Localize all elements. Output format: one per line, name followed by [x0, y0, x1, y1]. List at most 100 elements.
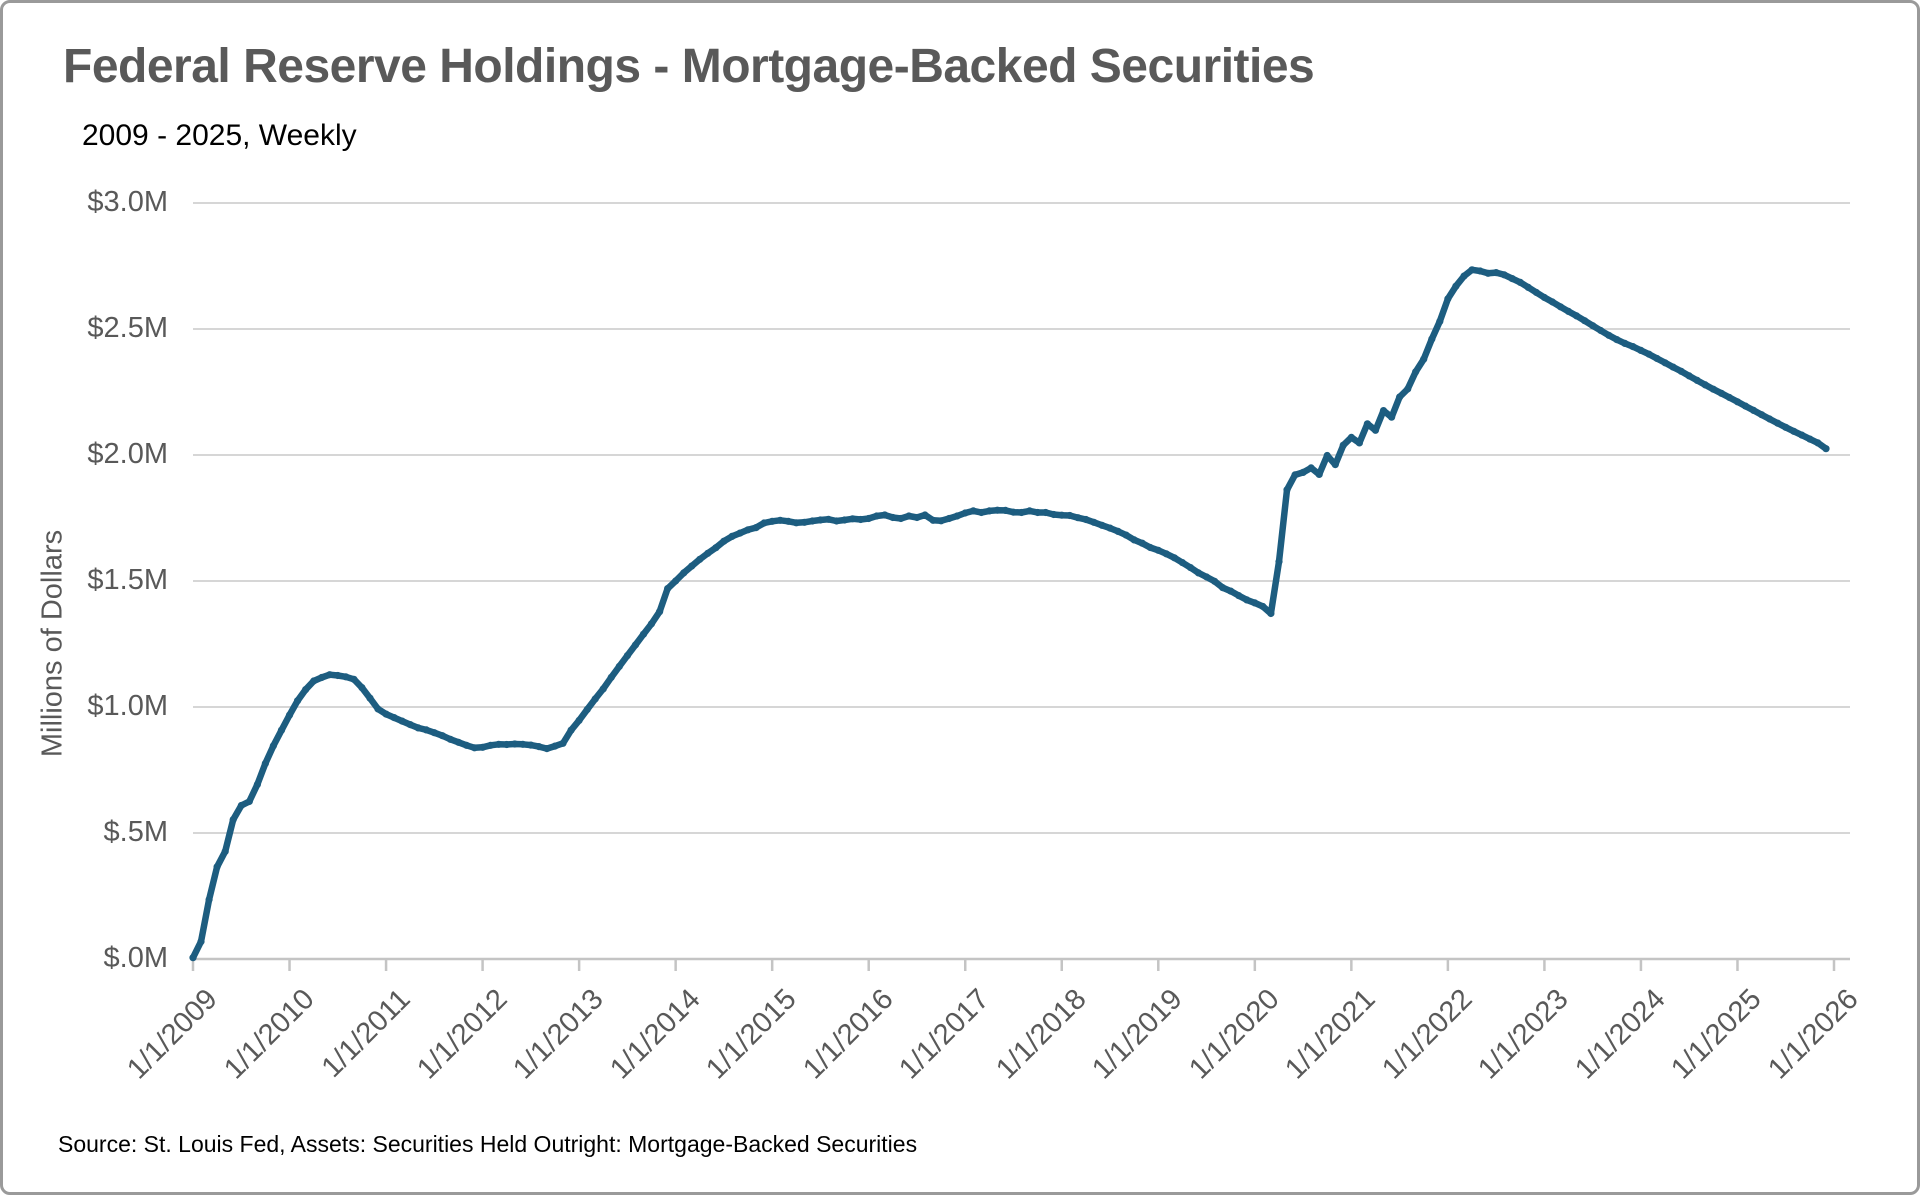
data-point-marker — [688, 562, 696, 570]
data-point-marker — [1034, 508, 1042, 517]
data-point-marker — [1508, 275, 1516, 283]
data-point-marker — [1693, 376, 1701, 384]
y-tick-label: $1.0M — [87, 690, 168, 722]
mbs-line-chart — [189, 202, 1850, 971]
data-point-marker — [462, 741, 471, 749]
data-point-marker — [1396, 393, 1404, 401]
data-point-marker — [1074, 514, 1082, 522]
data-point-marker — [527, 741, 535, 749]
data-point-marker — [929, 516, 937, 524]
data-point-marker — [583, 705, 591, 714]
data-point-marker — [647, 620, 656, 628]
data-point-marker — [1428, 335, 1436, 343]
data-point-marker — [253, 780, 261, 789]
data-point-marker — [1629, 343, 1637, 351]
data-point-marker — [1251, 599, 1259, 607]
data-point-marker — [1042, 508, 1050, 517]
data-point-marker — [430, 729, 438, 737]
data-point-marker — [1227, 587, 1235, 595]
data-point-marker — [1291, 471, 1299, 479]
data-point-marker — [503, 740, 511, 749]
data-point-marker — [1573, 312, 1581, 320]
data-point-marker — [237, 801, 245, 810]
data-point-marker — [1098, 521, 1106, 529]
data-point-marker — [1267, 609, 1275, 618]
data-point-marker — [1203, 573, 1211, 581]
data-point-marker — [495, 740, 503, 748]
data-point-marker — [615, 662, 623, 671]
data-point-marker — [1050, 510, 1058, 519]
data-point-marker — [197, 938, 205, 946]
data-point-marker — [519, 740, 527, 748]
data-point-marker — [744, 526, 752, 534]
data-point-marker — [921, 511, 929, 519]
data-point-marker — [1452, 282, 1460, 290]
data-point-marker — [672, 577, 680, 585]
data-point-marker — [1564, 307, 1573, 315]
data-point-marker — [1492, 269, 1500, 277]
data-point-marker — [1468, 266, 1476, 274]
data-point-marker — [607, 673, 615, 681]
data-point-marker — [446, 735, 454, 743]
data-point-marker — [1420, 355, 1428, 363]
data-point-marker — [1460, 272, 1468, 280]
data-point-marker — [245, 797, 253, 806]
data-point-marker — [680, 569, 688, 577]
data-point-marker — [205, 895, 213, 904]
data-point-marker — [1355, 439, 1363, 447]
data-point-marker — [728, 532, 736, 541]
data-point-marker — [656, 608, 664, 616]
data-point-marker — [1500, 271, 1508, 279]
data-point-marker — [1315, 470, 1323, 478]
data-point-marker — [398, 717, 406, 725]
data-point-marker — [1194, 569, 1203, 577]
data-point-marker — [905, 512, 913, 520]
y-tick-label: $2.5M — [87, 312, 168, 344]
data-point-marker — [1556, 303, 1565, 311]
data-point-marker — [1597, 326, 1605, 335]
data-point-marker — [334, 671, 342, 680]
data-point-marker — [1170, 554, 1178, 562]
data-point-marker — [294, 697, 302, 705]
data-point-marker — [479, 743, 487, 751]
data-point-marker — [623, 652, 632, 660]
data-point-marker — [1331, 461, 1339, 469]
data-point-marker — [945, 514, 953, 523]
data-point-marker — [438, 732, 446, 740]
data-point-marker — [1733, 398, 1742, 406]
data-point-marker — [1082, 515, 1090, 524]
data-point-marker — [1178, 559, 1186, 567]
y-tick-label: $1.5M — [87, 564, 168, 596]
source-note: Source: St. Louis Fed, Assets: Securitie… — [58, 1131, 918, 1157]
data-point-marker — [575, 716, 583, 725]
data-point-marker — [390, 714, 398, 722]
data-point-marker — [1009, 508, 1018, 516]
data-point-marker — [1106, 524, 1114, 532]
data-point-marker — [1806, 435, 1814, 443]
y-tick-label: $.0M — [103, 942, 168, 974]
data-point-marker — [326, 671, 334, 679]
data-point-marker — [1371, 426, 1380, 434]
data-point-marker — [487, 741, 495, 749]
data-point-marker — [857, 515, 865, 524]
data-point-marker — [1379, 407, 1388, 415]
data-point-marker — [1621, 339, 1629, 347]
data-point-marker — [1822, 445, 1830, 453]
data-point-marker — [1524, 283, 1532, 291]
data-point-marker — [784, 517, 792, 525]
data-point-marker — [776, 516, 784, 524]
data-point-marker — [1774, 419, 1782, 427]
data-point-marker — [881, 511, 889, 519]
data-point-marker — [1637, 346, 1645, 354]
data-point-marker — [736, 529, 744, 537]
data-point-marker — [889, 513, 897, 522]
data-point-marker — [704, 549, 712, 557]
data-point-marker — [1243, 596, 1251, 604]
data-point-marker — [808, 517, 817, 525]
data-point-marker — [961, 509, 969, 517]
chart-title: Federal Reserve Holdings - Mortgage-Back… — [63, 40, 1315, 93]
data-point-marker — [824, 515, 833, 523]
data-point-marker — [1814, 439, 1822, 447]
data-point-marker — [792, 519, 800, 527]
data-point-marker — [720, 537, 728, 545]
